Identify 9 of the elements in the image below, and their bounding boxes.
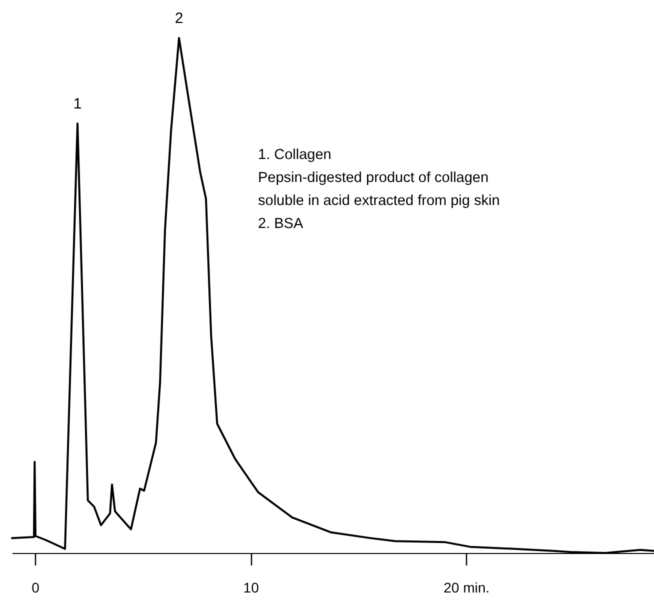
- annotation: 2. BSA: [258, 216, 304, 232]
- annotation: Pepsin-digested product of collagen: [258, 170, 489, 186]
- annotation: 1. Collagen: [258, 147, 332, 163]
- annotation: soluble in acid extracted from pig skin: [258, 193, 500, 209]
- annotation: 1: [73, 95, 82, 112]
- x-tick-label: 0: [32, 580, 40, 596]
- x-tick-label: 10: [243, 580, 260, 596]
- x-tick-label: 20 min.: [444, 580, 490, 596]
- annotation: 2: [174, 10, 184, 27]
